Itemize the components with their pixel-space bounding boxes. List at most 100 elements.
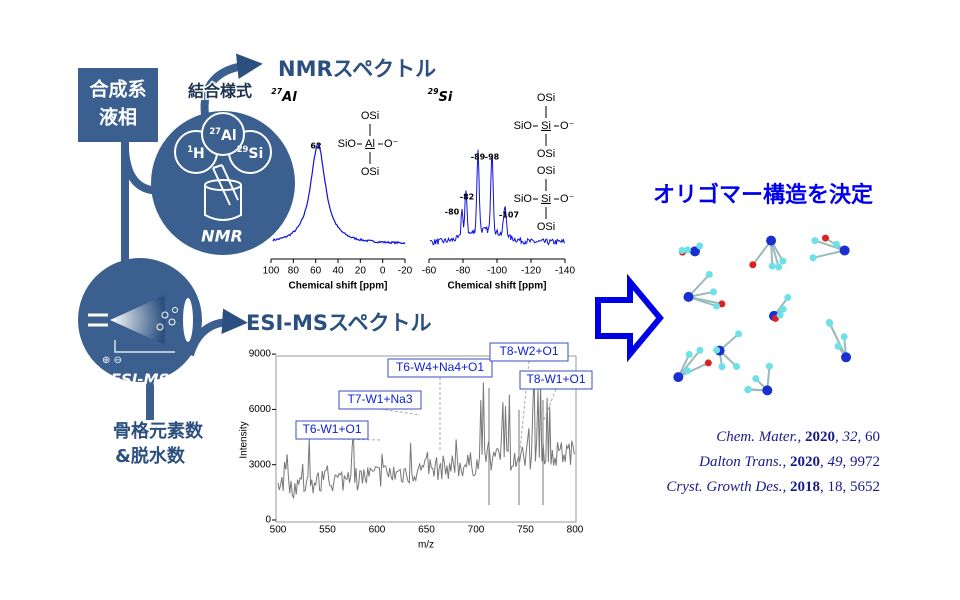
peak-label: -82 bbox=[460, 193, 474, 202]
x-tick-label: 40 bbox=[332, 266, 344, 277]
x-tick-label: 550 bbox=[319, 525, 336, 536]
bonds bbox=[357, 124, 383, 164]
atom bbox=[696, 242, 704, 250]
reference-part: , 60 bbox=[858, 429, 881, 445]
atom bbox=[689, 246, 700, 257]
leader bbox=[539, 388, 557, 431]
atom bbox=[718, 363, 726, 371]
atom bbox=[811, 237, 819, 245]
reference-part: , bbox=[835, 429, 843, 445]
reference-part: Chem. Mater., bbox=[716, 429, 805, 445]
ms-trace bbox=[277, 371, 575, 505]
atom bbox=[826, 319, 834, 327]
x-axis-label: Chemical shift [ppm] bbox=[289, 281, 388, 292]
atom bbox=[765, 362, 773, 370]
atom bbox=[684, 246, 692, 254]
atom bbox=[749, 261, 757, 269]
nucleus-mass: 1 bbox=[187, 144, 193, 154]
result-arrow bbox=[595, 273, 664, 363]
structure-atom: OSi bbox=[537, 221, 555, 233]
nucleus-mass: 29 bbox=[428, 87, 439, 96]
atom bbox=[779, 305, 787, 313]
structure-center: Si bbox=[541, 120, 551, 132]
nmr-label: NMR bbox=[201, 227, 243, 246]
atom bbox=[821, 234, 829, 242]
annotation: T8-W1+O1 bbox=[526, 372, 585, 386]
bonds bbox=[533, 179, 559, 219]
structure-atom: SiO bbox=[514, 120, 533, 132]
x-tick-label: 700 bbox=[468, 525, 485, 536]
atom bbox=[696, 346, 704, 354]
atom bbox=[762, 385, 773, 396]
reference-part: 32 bbox=[842, 429, 859, 445]
atom bbox=[779, 257, 787, 265]
x-tick-label: 80 bbox=[288, 266, 300, 277]
reference-part: 2020 bbox=[805, 429, 835, 445]
y-axis-label: Intensity bbox=[239, 421, 250, 458]
atom bbox=[768, 262, 776, 270]
structure-atom: OSi bbox=[361, 166, 379, 178]
nucleus-symbol: Al bbox=[281, 90, 297, 105]
mol-bond bbox=[828, 322, 847, 358]
nucleus-label: 27Al bbox=[209, 126, 236, 145]
structure-atom: O⁻ bbox=[384, 138, 399, 150]
annotation-box bbox=[387, 358, 493, 378]
x-tick-label: 500 bbox=[270, 525, 287, 536]
peak-label: -89 bbox=[471, 153, 486, 162]
x-tick-label: -80 bbox=[456, 266, 471, 277]
x-tick-label: 60 bbox=[310, 266, 322, 277]
nucleus-mass: 27 bbox=[271, 87, 282, 96]
x-tick-label: -120 bbox=[521, 266, 541, 277]
atom bbox=[705, 270, 713, 278]
mol-bond bbox=[687, 273, 711, 298]
reference-part: Dalton Trans., bbox=[698, 454, 790, 470]
atom bbox=[704, 359, 712, 367]
leader bbox=[331, 438, 381, 441]
structure-atom: OSi bbox=[361, 110, 379, 122]
nmr-tube bbox=[204, 164, 242, 221]
atom bbox=[834, 342, 842, 350]
y-tick-label: 0 bbox=[265, 515, 271, 526]
x-tick-label: 0 bbox=[380, 266, 386, 277]
atom bbox=[712, 302, 720, 310]
structure-atom: OSi bbox=[537, 92, 555, 104]
annotation: T6-W1+O1 bbox=[302, 422, 361, 436]
atom bbox=[776, 311, 784, 319]
atom bbox=[733, 362, 741, 370]
atom bbox=[832, 240, 840, 248]
peak-label: -107 bbox=[499, 211, 519, 220]
x-tick-label: 100 bbox=[263, 266, 280, 277]
nuclei bbox=[174, 112, 272, 174]
annotation: T6-W4+Na4+O1 bbox=[396, 360, 484, 374]
annotation-box bbox=[519, 370, 593, 390]
molecules bbox=[673, 234, 852, 396]
annotation-box bbox=[295, 420, 369, 440]
al-trace bbox=[272, 143, 406, 245]
x-tick-label: 20 bbox=[355, 266, 367, 277]
esi-source bbox=[88, 295, 193, 353]
x-tick-label: -100 bbox=[487, 266, 507, 277]
reference-part: 2020 bbox=[790, 454, 820, 470]
atom bbox=[784, 294, 792, 302]
atom bbox=[766, 235, 777, 246]
synthesis-label: 合成系 bbox=[89, 78, 146, 101]
x-tick-label: -20 bbox=[398, 266, 413, 277]
atom bbox=[809, 254, 817, 262]
structure-center: Al bbox=[365, 138, 375, 150]
x-axis-label: Chemical shift [ppm] bbox=[448, 281, 547, 292]
reference-part: , 18, 5652 bbox=[820, 479, 880, 495]
nucleus-label: 27Al bbox=[271, 87, 297, 105]
synthesis-label: 液相 bbox=[99, 106, 137, 129]
reference: Dalton Trans., 2020, 49, 9972 bbox=[698, 454, 880, 470]
mol-bond bbox=[814, 239, 845, 252]
structure-center: Si bbox=[541, 193, 551, 205]
nucleus-label: 1H bbox=[187, 144, 205, 163]
atom bbox=[710, 288, 718, 296]
ms-title: ESI-MSスペクトル bbox=[246, 311, 432, 335]
si-trace bbox=[429, 149, 565, 246]
annotation: T7-W1+Na3 bbox=[347, 392, 412, 406]
x-axis-label: m/z bbox=[418, 540, 434, 551]
annotation: T8-W2+O1 bbox=[499, 344, 558, 358]
nucleus-symbol: H bbox=[193, 146, 205, 162]
